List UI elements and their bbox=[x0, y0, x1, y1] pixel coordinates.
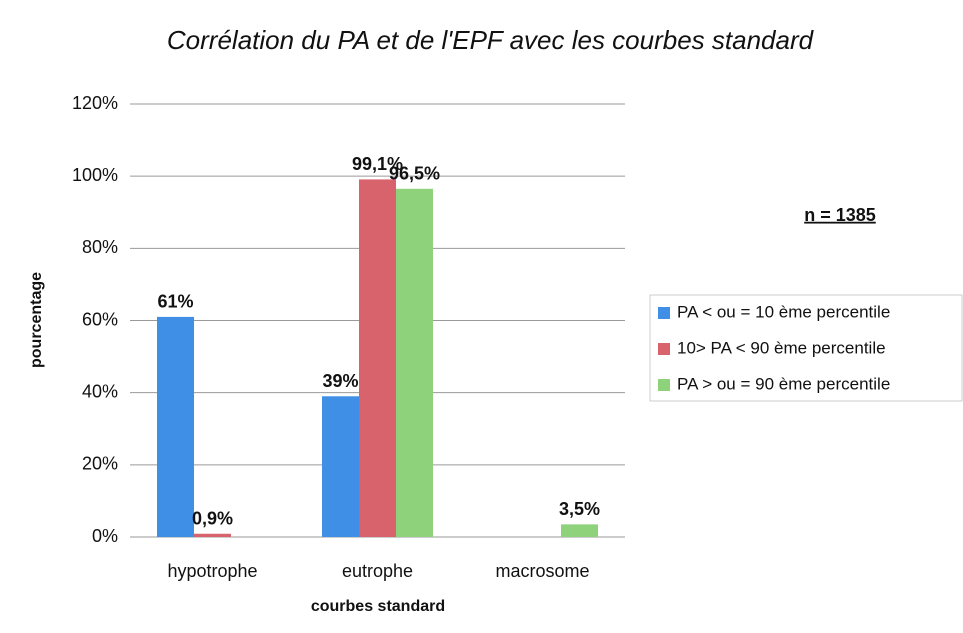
chart-title: Corrélation du PA et de l'EPF avec les c… bbox=[167, 25, 815, 55]
bar bbox=[359, 179, 396, 537]
data-label: 39% bbox=[322, 371, 358, 391]
legend-label: PA < ou = 10 ème percentile bbox=[677, 302, 890, 321]
y-tick-label: 0% bbox=[92, 526, 118, 546]
data-label: 3,5% bbox=[559, 499, 600, 519]
y-tick-label: 100% bbox=[72, 165, 118, 185]
annotation: n = 1385 bbox=[804, 205, 876, 225]
legend-label: PA > ou = 90 ème percentile bbox=[677, 374, 890, 393]
data-label: 96,5% bbox=[389, 164, 440, 184]
x-tick-label: eutrophe bbox=[342, 561, 413, 581]
bar bbox=[322, 396, 359, 537]
legend-box bbox=[649, 294, 963, 402]
y-axis-title: pourcentage bbox=[28, 272, 45, 368]
y-tick-label: 80% bbox=[82, 237, 118, 257]
bar bbox=[194, 533, 231, 537]
legend-swatch bbox=[658, 307, 670, 319]
x-tick-label: macrosome bbox=[495, 561, 589, 581]
y-tick-label: 40% bbox=[82, 381, 118, 401]
data-label: 0,9% bbox=[192, 509, 233, 529]
y-tick-label: 120% bbox=[72, 93, 118, 113]
legend-swatch bbox=[658, 379, 670, 391]
legend-label: 10> PA < 90 ème percentile bbox=[677, 338, 886, 357]
bar bbox=[157, 316, 194, 537]
bar bbox=[396, 188, 433, 537]
data-label: 99,1% bbox=[352, 154, 403, 174]
bar bbox=[561, 524, 598, 537]
data-label: 61% bbox=[157, 292, 193, 312]
y-tick-label: 20% bbox=[82, 454, 118, 474]
x-tick-label: hypotrophe bbox=[167, 561, 257, 581]
y-tick-label: 60% bbox=[82, 309, 118, 329]
x-axis-title: courbes standard bbox=[311, 598, 445, 615]
legend-swatch bbox=[658, 343, 670, 355]
